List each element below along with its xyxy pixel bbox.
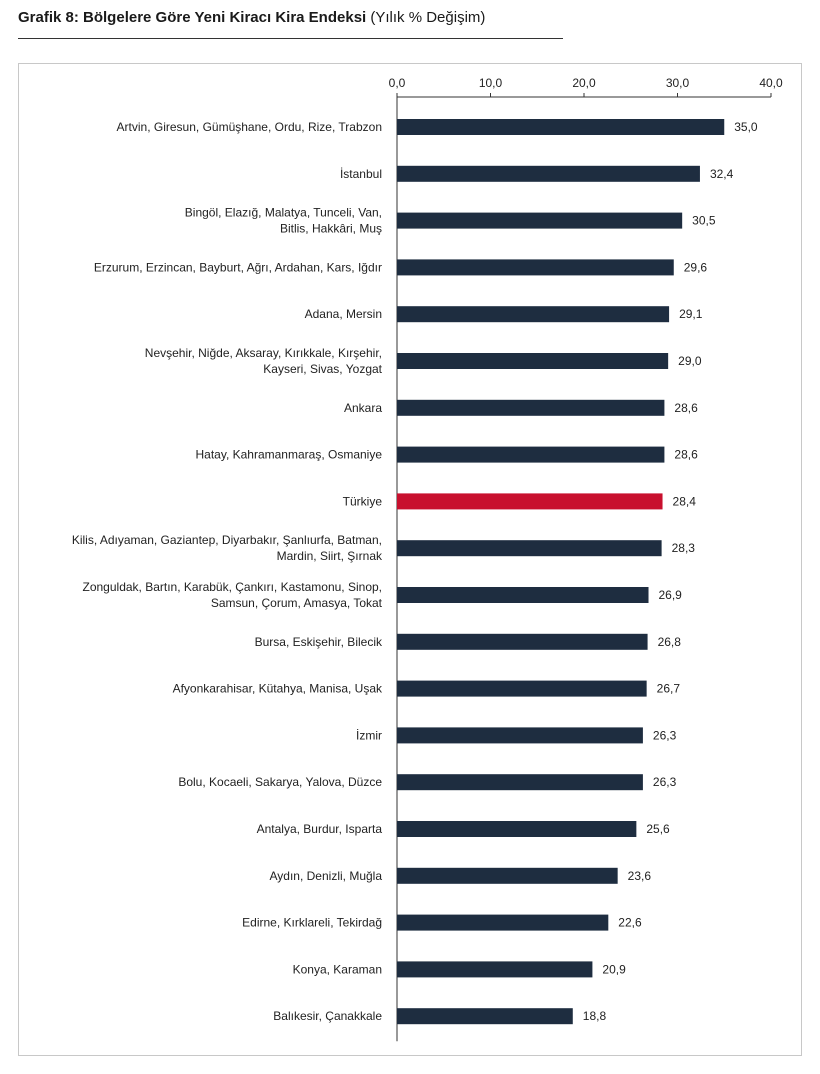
bar-value-label: 18,8 — [583, 1009, 607, 1023]
bar — [397, 774, 643, 791]
category-label: Erzurum, Erzincan, Bayburt, Ağrı, Ardaha… — [94, 260, 382, 274]
bar-value-label: 29,1 — [679, 307, 703, 321]
category-label: İzmir — [356, 728, 382, 742]
category-label: Ankara — [344, 401, 382, 415]
category-label: Bolu, Kocaeli, Sakarya, Yalova, Düzce — [178, 775, 382, 789]
title-underline — [18, 38, 563, 39]
x-tick-label: 10,0 — [479, 76, 503, 90]
category-label: Afyonkarahisar, Kütahya, Manisa, Uşak — [173, 682, 383, 696]
category-label: İstanbul — [340, 167, 382, 181]
bar — [397, 821, 637, 837]
bar-value-label: 26,3 — [653, 775, 677, 789]
bar-value-label: 26,7 — [657, 682, 681, 696]
category-label: Mardin, Siirt, Şırnak — [277, 549, 383, 563]
category-label: Kilis, Adıyaman, Gaziantep, Diyarbakır, … — [72, 533, 382, 547]
x-tick-label: 40,0 — [759, 76, 783, 90]
category-label: Antalya, Burdur, Isparta — [257, 822, 383, 836]
bar — [397, 399, 665, 416]
bar — [397, 446, 665, 463]
bar-highlight — [397, 493, 663, 510]
category-label: Balıkesir, Çanakkale — [273, 1009, 382, 1023]
bar-value-label: 25,6 — [646, 822, 670, 836]
category-label: Adana, Mersin — [305, 307, 382, 321]
bar-value-label: 23,6 — [628, 869, 652, 883]
category-label: Edirne, Kırklareli, Tekirdağ — [242, 916, 382, 930]
chart-frame — [18, 63, 802, 1056]
bar — [397, 680, 647, 697]
bar-value-label: 26,9 — [659, 588, 683, 602]
bar-value-label: 29,0 — [678, 354, 702, 368]
category-label: Zonguldak, Bartın, Karabük, Çankırı, Kas… — [83, 580, 383, 594]
bar — [397, 914, 609, 931]
category-label: Nevşehir, Niğde, Aksaray, Kırıkkale, Kır… — [145, 346, 382, 360]
category-label: Artvin, Giresun, Gümüşhane, Ordu, Rize, … — [117, 120, 382, 134]
category-label: Kayseri, Sivas, Yozgat — [263, 362, 382, 376]
category-label: Türkiye — [343, 494, 383, 508]
category-label: Konya, Karaman — [293, 962, 382, 976]
chart-title: Grafik 8: Bölgelere Göre Yeni Kiracı Kir… — [18, 8, 563, 28]
chart-title-main: Grafik 8: Bölgelere Göre Yeni Kiracı Kir… — [18, 9, 367, 26]
x-tick-label: 30,0 — [666, 76, 690, 90]
bar-value-label: 32,4 — [710, 167, 734, 181]
chart-title-subtitle: (Yılık % Değişim) — [370, 9, 486, 26]
bar-value-label: 35,0 — [734, 120, 758, 134]
category-label: Hatay, Kahramanmaraş, Osmaniye — [195, 448, 382, 462]
bar — [397, 961, 593, 978]
category-label: Bursa, Eskişehir, Bilecik — [255, 635, 383, 649]
category-label: Bingöl, Elazığ, Malatya, Tunceli, Van, — [185, 206, 382, 220]
bar-value-label: 28,6 — [674, 401, 698, 415]
bar-value-label: 26,8 — [658, 635, 682, 649]
x-tick-label: 0,0 — [389, 76, 406, 90]
bar-value-label: 28,3 — [672, 541, 696, 555]
bar — [397, 727, 643, 744]
bar — [397, 867, 618, 884]
bar-value-label: 28,6 — [674, 448, 698, 462]
bar-value-label: 28,4 — [673, 494, 697, 508]
bar — [397, 587, 649, 603]
bar — [397, 633, 648, 650]
bar — [397, 353, 669, 369]
bar — [397, 540, 662, 557]
bar-value-label: 30,5 — [692, 214, 716, 228]
category-label: Samsun, Çorum, Amasya, Tokat — [211, 596, 383, 610]
category-label: Aydın, Denizli, Muğla — [270, 869, 383, 883]
bar — [397, 165, 700, 182]
bar-value-label: 26,3 — [653, 728, 677, 742]
bar-value-label: 20,9 — [602, 962, 626, 976]
bar — [397, 119, 725, 135]
bar — [397, 1008, 573, 1025]
bar-value-label: 29,6 — [684, 260, 708, 274]
bar — [397, 212, 683, 229]
x-tick-label: 20,0 — [572, 76, 596, 90]
bar-value-label: 22,6 — [618, 916, 642, 930]
bar — [397, 306, 670, 323]
bar — [397, 259, 674, 276]
category-label: Bitlis, Hakkâri, Muş — [280, 222, 382, 236]
